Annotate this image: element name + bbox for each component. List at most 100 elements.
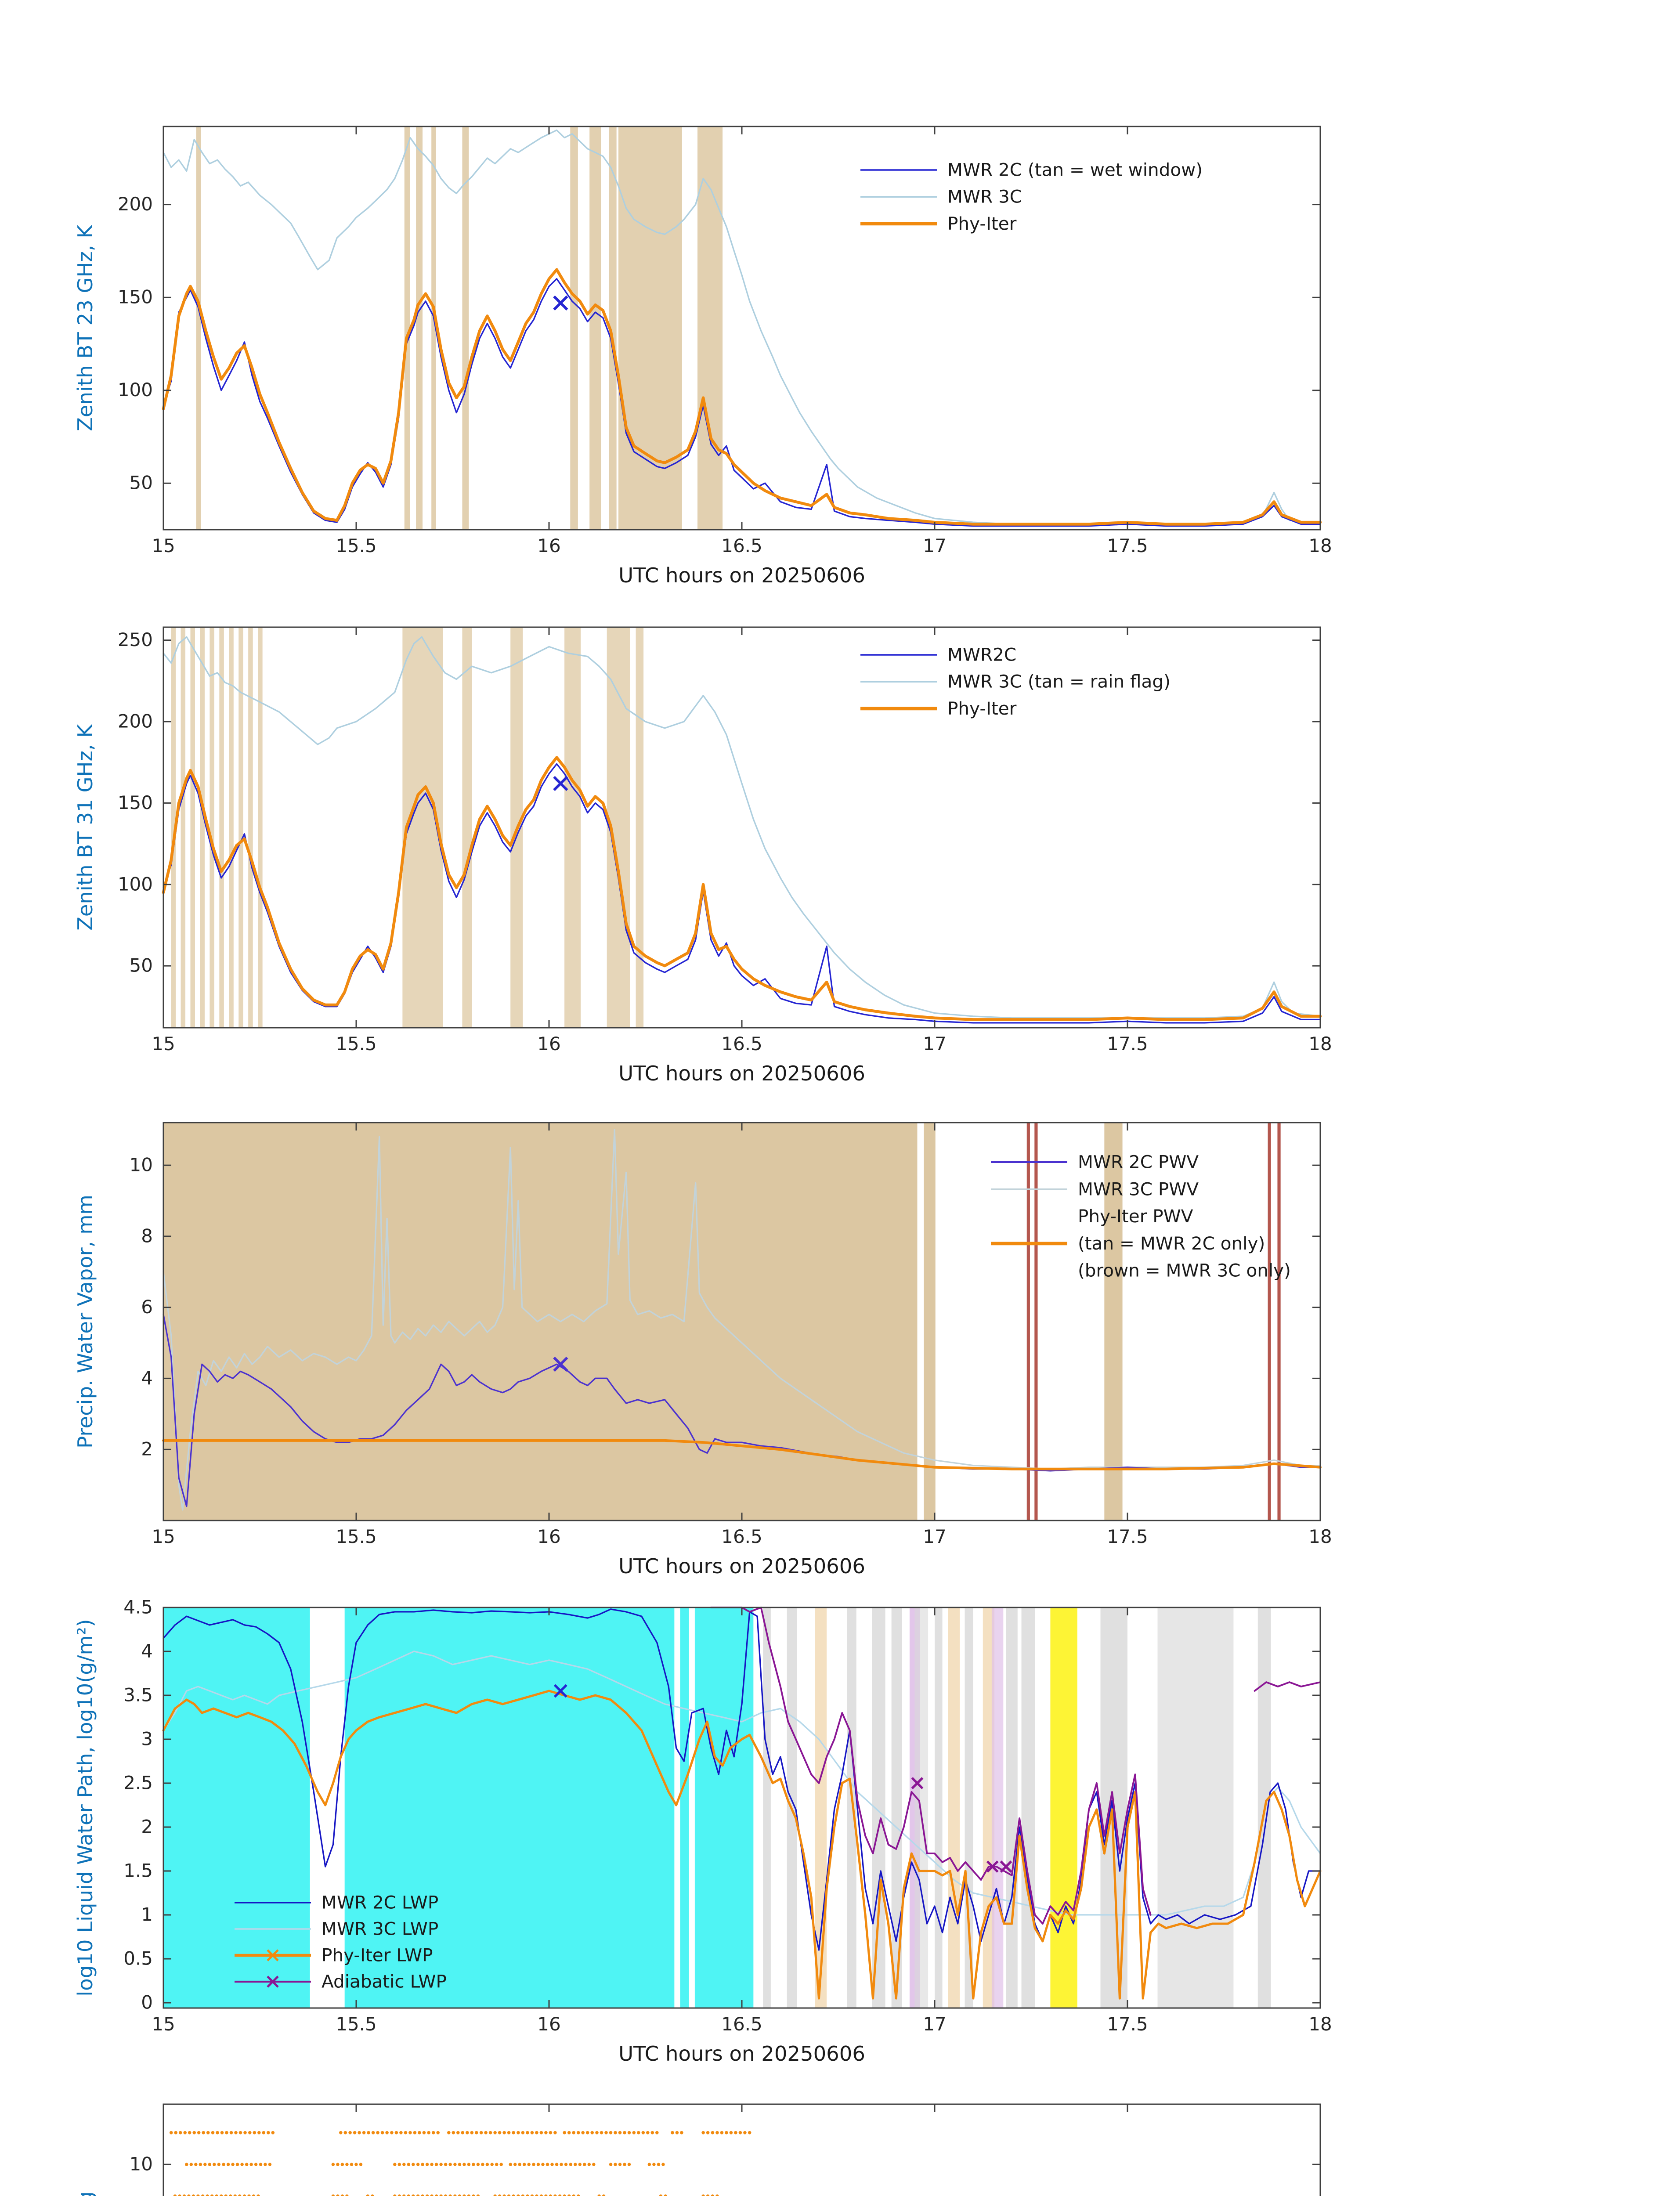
dqflag-dq-dot <box>488 2131 492 2135</box>
bt31-flag-band <box>248 627 253 1028</box>
dqflag-dq-dot <box>371 2131 375 2135</box>
pwv-legend-label: (tan = MWR 2C only) <box>1078 1233 1265 1254</box>
dqflag-dq-dot <box>235 2163 239 2166</box>
dqflag-dq-dot <box>499 2163 503 2166</box>
lwp-ytick-label: 3.5 <box>123 1684 153 1706</box>
bt31-flag-band <box>190 627 195 1028</box>
dqflag-dq-dot <box>553 2194 557 2196</box>
dqflag-dq-dot <box>228 2194 232 2196</box>
lwp-flag-band <box>935 1607 943 2008</box>
dqflag-dq-dot <box>581 2131 585 2135</box>
bt31-xtick-label: 16.5 <box>721 1033 762 1055</box>
dqflag-dq-dot <box>225 2131 228 2135</box>
dqflag-dq-dot <box>544 2194 548 2196</box>
bt31-series-mwr-3c <box>163 636 1321 1019</box>
dqflag-dq-dot <box>567 2194 571 2196</box>
dqflag-dq-dot <box>462 2163 466 2166</box>
bt23-flag-band <box>416 126 423 530</box>
dqflag-dq-dot <box>448 2163 452 2166</box>
dqflag-dq-dot <box>536 2163 540 2166</box>
dqflag-dq-dot <box>544 2131 548 2135</box>
dqflag-dq-dot <box>526 2194 529 2196</box>
dqflag-dq-dot <box>461 2131 465 2135</box>
dqflag-dq-dot <box>187 2194 191 2196</box>
dqflag-dq-dot <box>485 2163 489 2166</box>
pwv-series-phy-iter-pwv <box>162 1439 1322 1470</box>
dqflag-dq-dot <box>229 2131 233 2135</box>
dqflag-dq-dot <box>267 2131 270 2135</box>
dqflag-dq-dot <box>466 2131 469 2135</box>
dqflag-dq-dot <box>257 2194 260 2196</box>
dqflag-dq-dot <box>444 2163 448 2166</box>
dqflag-dq-dot <box>595 2131 599 2135</box>
bt23-x-marker <box>553 295 568 311</box>
dqflag-dq-dot <box>512 2194 515 2196</box>
lwp-flag-band <box>815 1607 827 2008</box>
dqflag-dq-dot <box>234 2131 238 2135</box>
bt31-xlabel: UTC hours on 20250606 <box>618 1062 865 1085</box>
lwp-ytick-label: 0 <box>141 1992 153 2013</box>
dqflag-dq-dot <box>715 2194 719 2196</box>
lwp-legend-label: Adiabatic LWP <box>322 1971 447 1992</box>
dqflag-dq-dot <box>233 2194 237 2196</box>
dqflag-dq-dot <box>188 2131 191 2135</box>
dqflag-dq-dot <box>404 2131 408 2135</box>
dqflag-dq-dot <box>650 2131 654 2135</box>
lwp-x-marker <box>986 1860 999 1873</box>
dqflag-dq-dot <box>564 2163 568 2166</box>
dqflag-dq-dot <box>602 2194 606 2196</box>
dqflag-dq-dot <box>343 2131 347 2135</box>
dqflag-dq-dot <box>336 2194 340 2196</box>
dqflag-dq-dot <box>340 2163 344 2166</box>
lwp-x-marker <box>553 1684 567 1698</box>
lwp-legend-x-marker <box>267 1976 279 1988</box>
dqflag-dq-dot <box>271 2131 275 2135</box>
lwp-xtick-label: 16.5 <box>721 2013 762 2035</box>
bt23-xtick-label: 18 <box>1308 535 1332 556</box>
dqflag-dq-dot <box>655 2131 659 2135</box>
pwv-flag-band <box>924 1123 936 1521</box>
dqflag-dq-dot <box>576 2131 580 2135</box>
dqflag-dq-dot <box>431 2131 435 2135</box>
dqflag-dq-dot <box>362 2131 366 2135</box>
dqflag-dq-dot <box>231 2163 235 2166</box>
bt23-series-mwr-2c <box>163 278 1321 527</box>
bt31-xtick-label: 18 <box>1308 1033 1332 1055</box>
lwp-legend-x-marker <box>267 1949 279 1961</box>
bt31-legend-label: MWR 3C (tan = rain flag) <box>947 671 1171 692</box>
dqflag-dq-dot <box>348 2131 352 2135</box>
dqflag-dq-dot <box>555 2163 559 2166</box>
dqflag-dq-dot <box>259 2163 263 2166</box>
pwv-legend-label: (brown = MWR 3C only) <box>1078 1260 1291 1281</box>
dqflag-dq-dot <box>220 2131 224 2135</box>
bt23-flag-band <box>589 126 601 530</box>
dqflag-dq-dot <box>530 2194 534 2196</box>
dqflag-dq-dot <box>597 2194 601 2196</box>
dqflag-dq-dot <box>576 2194 580 2196</box>
dqflag-dq-dot <box>513 2163 517 2166</box>
dqflag-dq-dot <box>408 2131 412 2135</box>
dqflag-dq-dot <box>345 2163 349 2166</box>
lwp-series-mwr-3c-lwp <box>163 1651 1321 1916</box>
lwp-xtick-label: 16 <box>537 2013 560 2035</box>
dqflag-dq-dot <box>590 2131 594 2135</box>
bt31-flag-band <box>636 627 644 1028</box>
dqflag-dq-dot <box>416 2194 420 2196</box>
dqflag-dq-dot <box>399 2131 403 2135</box>
dqflag-dq-dot <box>243 2131 247 2135</box>
dqflag-dq-dot <box>331 2163 335 2166</box>
dqflag-dq-dot <box>203 2163 207 2166</box>
dqflag-dq-dot <box>493 2194 497 2196</box>
dqflag-dq-dot <box>493 2131 497 2135</box>
lwp-flag-band <box>1006 1607 1018 2008</box>
dqflag-dq-dot <box>178 2194 181 2196</box>
dqflag-dq-dot <box>393 2194 397 2196</box>
lwp-x-marker <box>1000 1860 1012 1873</box>
dqflag-dq-dot <box>174 2131 177 2135</box>
pwv-xtick-label: 16.5 <box>721 1526 762 1547</box>
dqflag-dq-dot <box>490 2163 494 2166</box>
dqflag-axes-box <box>163 2103 1321 2196</box>
dqflag-dq-dot <box>390 2131 394 2135</box>
dqflag-dq-dot <box>173 2194 177 2196</box>
